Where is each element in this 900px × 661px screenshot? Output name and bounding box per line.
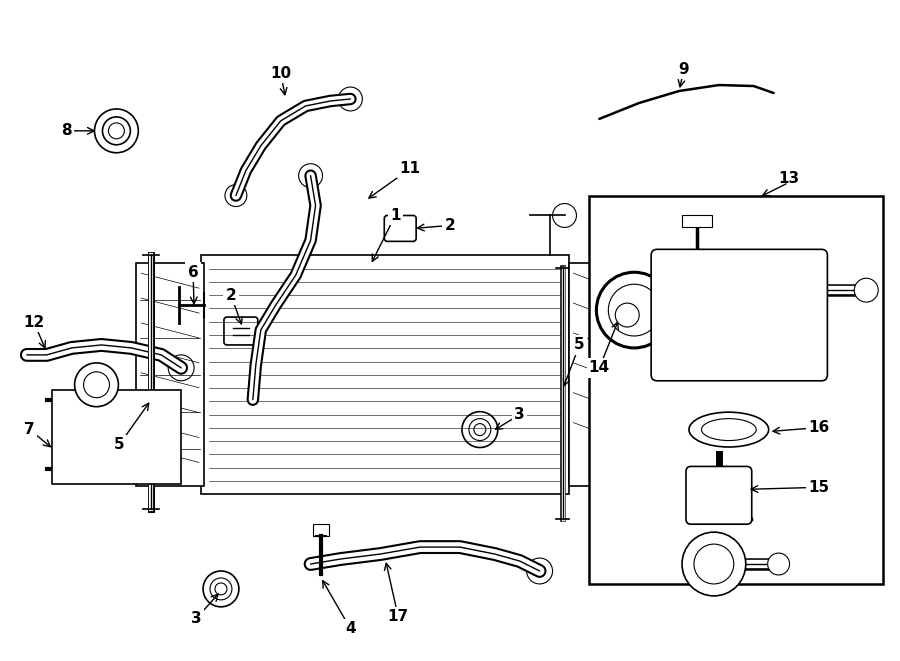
- Circle shape: [215, 583, 227, 595]
- Circle shape: [608, 284, 660, 336]
- Bar: [312, 524, 328, 536]
- FancyBboxPatch shape: [652, 249, 827, 381]
- Circle shape: [854, 278, 878, 302]
- Bar: [570, 263, 617, 486]
- Text: 2: 2: [226, 288, 237, 303]
- FancyBboxPatch shape: [384, 215, 416, 241]
- Text: 2: 2: [445, 218, 455, 233]
- Circle shape: [94, 109, 139, 153]
- Circle shape: [299, 164, 322, 188]
- Text: 5: 5: [574, 337, 585, 352]
- Text: 6: 6: [188, 265, 199, 280]
- Text: 17: 17: [388, 609, 409, 624]
- Circle shape: [682, 532, 746, 596]
- Text: 4: 4: [345, 621, 356, 637]
- Circle shape: [526, 558, 553, 584]
- Bar: [51, 390, 181, 485]
- Text: 15: 15: [808, 480, 829, 495]
- Bar: [590, 196, 883, 584]
- Text: 7: 7: [24, 422, 35, 437]
- Circle shape: [338, 87, 363, 111]
- Circle shape: [469, 418, 491, 440]
- Text: 14: 14: [589, 360, 610, 375]
- Bar: [682, 215, 712, 227]
- Text: 10: 10: [270, 65, 292, 81]
- Circle shape: [210, 578, 232, 600]
- Text: 12: 12: [23, 315, 44, 330]
- Circle shape: [203, 571, 238, 607]
- Circle shape: [768, 553, 789, 575]
- Circle shape: [84, 372, 110, 398]
- Text: 9: 9: [679, 61, 689, 77]
- Circle shape: [474, 424, 486, 436]
- FancyBboxPatch shape: [224, 317, 257, 345]
- Circle shape: [694, 544, 733, 584]
- Text: 5: 5: [114, 437, 125, 452]
- Circle shape: [168, 355, 194, 381]
- Circle shape: [553, 204, 577, 227]
- Text: 16: 16: [808, 420, 829, 435]
- Circle shape: [462, 412, 498, 447]
- Circle shape: [103, 117, 130, 145]
- FancyBboxPatch shape: [686, 467, 751, 524]
- Ellipse shape: [689, 412, 769, 447]
- Circle shape: [75, 363, 119, 407]
- Circle shape: [616, 303, 639, 327]
- Text: 8: 8: [61, 124, 72, 138]
- Circle shape: [108, 123, 124, 139]
- Text: 3: 3: [191, 611, 202, 626]
- Text: 13: 13: [778, 171, 799, 186]
- Text: 11: 11: [400, 161, 420, 176]
- Bar: [201, 255, 570, 494]
- Bar: [136, 263, 204, 486]
- Text: 3: 3: [515, 407, 525, 422]
- Text: 1: 1: [390, 208, 400, 223]
- Circle shape: [225, 184, 247, 206]
- Ellipse shape: [701, 418, 756, 440]
